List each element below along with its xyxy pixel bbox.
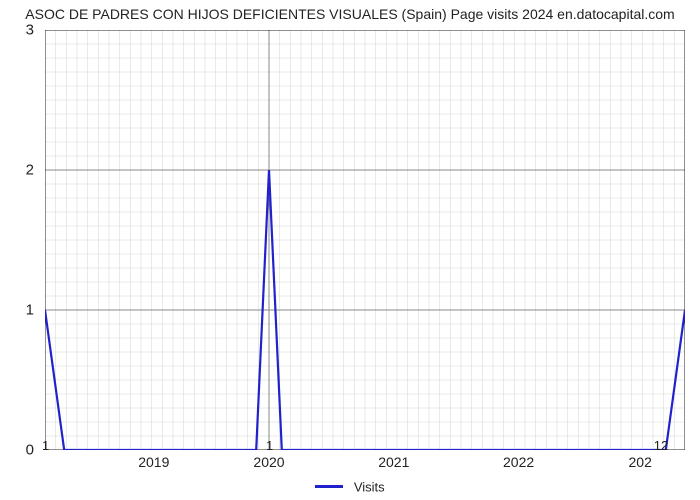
plot-area (45, 30, 685, 450)
legend-label: Visits (354, 479, 385, 494)
y-tick-label: 2 (26, 162, 34, 179)
x-tick-label: 2022 (503, 454, 534, 470)
x-minor-label: 12 (654, 438, 668, 453)
legend: Visits (0, 478, 700, 496)
chart-container: ASOC DE PADRES CON HIJOS DEFICIENTES VIS… (0, 0, 700, 500)
x-axis-labels: 20192020202120222021112 (45, 452, 685, 472)
x-tick-label: 2019 (138, 454, 169, 470)
y-axis-labels: 0123 (0, 30, 40, 450)
x-tick-label: 202 (629, 454, 652, 470)
y-tick-label: 0 (26, 442, 34, 459)
chart-svg (45, 30, 685, 450)
legend-swatch (315, 485, 343, 488)
chart-title: ASOC DE PADRES CON HIJOS DEFICIENTES VIS… (0, 6, 700, 22)
x-minor-label: 1 (266, 438, 273, 453)
x-tick-label: 2020 (253, 454, 284, 470)
x-tick-label: 2021 (378, 454, 409, 470)
y-tick-label: 3 (26, 22, 34, 39)
y-tick-label: 1 (26, 302, 34, 319)
x-minor-label: 1 (42, 438, 49, 453)
